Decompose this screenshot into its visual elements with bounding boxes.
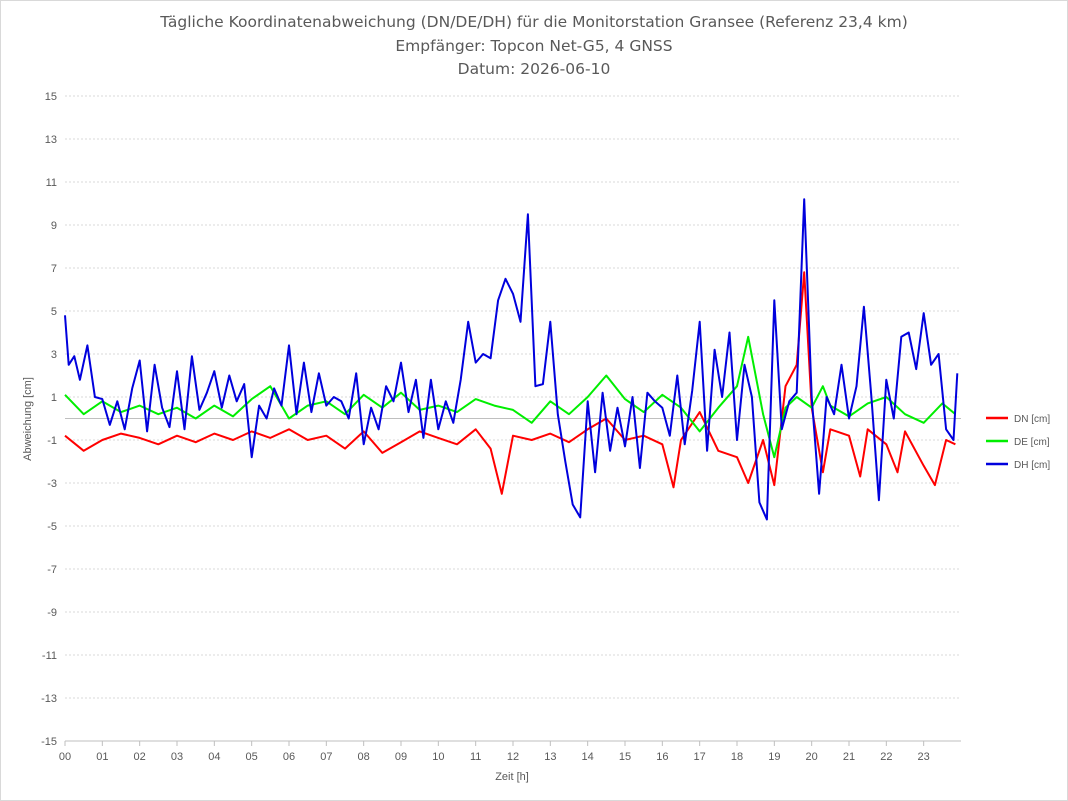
- x-tick-label: 07: [320, 751, 332, 763]
- y-tick-label: 1: [51, 392, 57, 404]
- x-tick-label: 04: [208, 751, 220, 763]
- series-lines: [64, 198, 959, 521]
- chart-subtitle: Empfänger: Topcon Net-G5, 4 GNSS: [395, 37, 673, 55]
- x-tick-label: 05: [246, 751, 258, 763]
- y-tick-label: -3: [47, 478, 57, 490]
- x-tick-label: 19: [768, 751, 780, 763]
- y-tick-label: 7: [51, 263, 57, 275]
- y-tick-label: 9: [51, 220, 57, 232]
- legend-label: DE [cm]: [1014, 437, 1050, 448]
- series-line-de: [64, 335, 957, 459]
- chart-title: Tägliche Koordinatenabweichung (DN/DE/DH…: [160, 13, 908, 31]
- y-tick-label: -11: [42, 650, 57, 662]
- x-tick-label: 15: [619, 751, 631, 763]
- y-tick-label: -5: [47, 521, 57, 533]
- y-tick-label: 15: [45, 91, 57, 103]
- y-tick-label: 13: [45, 134, 57, 146]
- x-tick-label: 20: [806, 751, 818, 763]
- y-axis-ticks: 15 13 11 9 7 5 3 1 -1 -3 -5 -7 -9 -11 -13 -15: [41, 91, 57, 748]
- legend: DN [cm] DE [cm] DH [cm]: [986, 414, 1050, 471]
- y-axis-label: Abweichung [cm]: [22, 377, 34, 461]
- y-tick-label: 11: [46, 177, 57, 189]
- y-tick-label: 5: [51, 306, 57, 318]
- gridlines: [65, 95, 961, 742]
- y-tick-label: -1: [47, 435, 57, 447]
- x-tick-label: 08: [358, 751, 370, 763]
- x-tick-label: 17: [694, 751, 706, 763]
- x-tick-label: 00: [59, 751, 71, 763]
- x-tick-label: 11: [470, 751, 481, 763]
- chart-date: Datum: 2026-06-10: [457, 60, 611, 78]
- y-tick-label: -7: [47, 564, 57, 576]
- x-tick-label: 01: [96, 751, 108, 763]
- x-tick-label: 03: [171, 751, 183, 763]
- x-axis-ticks: 00 01 02 03 04 05 06 07 08 09 10 11 12 13 14 15 16 17 18 19…: [59, 741, 930, 763]
- y-tick-label: -15: [41, 736, 57, 748]
- x-tick-label: 10: [432, 751, 444, 763]
- x-tick-label: 13: [544, 751, 556, 763]
- x-tick-label: 22: [880, 751, 892, 763]
- series-line-dh: [64, 198, 959, 521]
- y-tick-label: -9: [47, 607, 57, 619]
- x-axis-label: Zeit [h]: [495, 771, 529, 783]
- legend-label: DH [cm]: [1014, 460, 1050, 471]
- x-tick-label: 09: [395, 751, 407, 763]
- series-line-dn: [64, 271, 956, 495]
- y-tick-label: 3: [51, 349, 57, 361]
- x-tick-label: 12: [507, 751, 519, 763]
- x-tick-label: 18: [731, 751, 743, 763]
- x-tick-label: 14: [582, 751, 594, 763]
- x-tick-label: 02: [134, 751, 146, 763]
- x-tick-label: 16: [656, 751, 668, 763]
- x-tick-label: 06: [283, 751, 295, 763]
- legend-label: DN [cm]: [1014, 414, 1050, 425]
- y-tick-label: -13: [41, 693, 57, 705]
- x-tick-label: 21: [843, 751, 855, 763]
- x-tick-label: 23: [918, 751, 930, 763]
